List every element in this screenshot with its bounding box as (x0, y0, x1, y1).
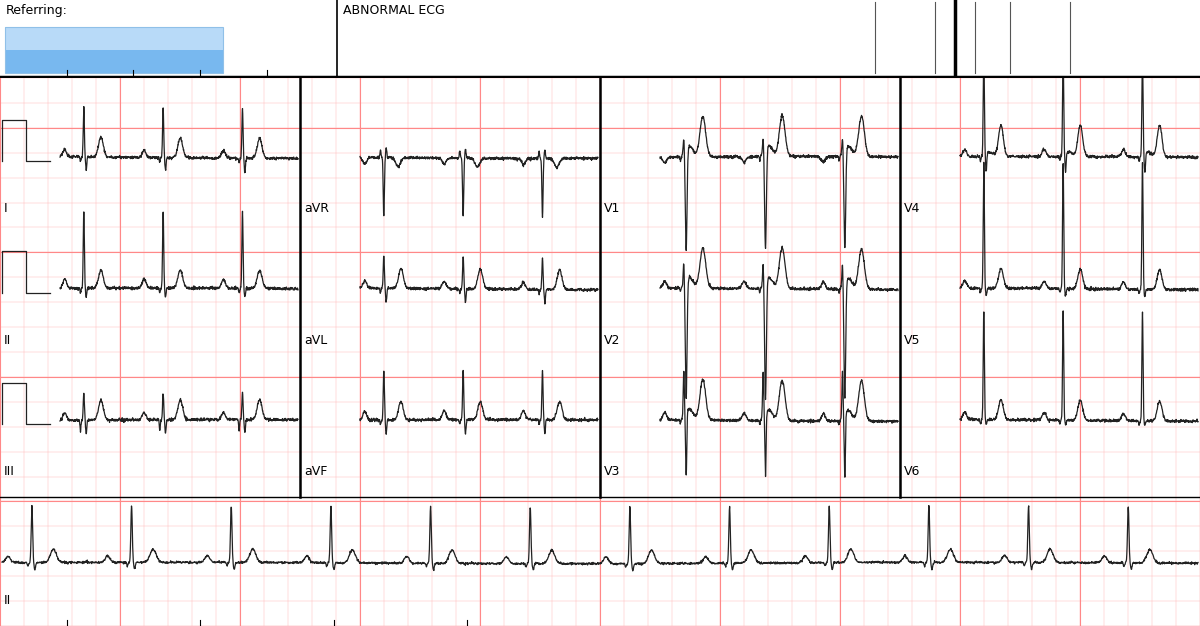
Text: aVR: aVR (304, 202, 329, 215)
Text: III: III (4, 466, 14, 478)
Bar (5, 50, 223, 73)
Text: V5: V5 (904, 334, 920, 347)
Text: ABNORMAL ECG: ABNORMAL ECG (343, 4, 445, 17)
Text: Referring:: Referring: (6, 4, 68, 17)
Text: V3: V3 (604, 466, 620, 478)
Text: II: II (4, 334, 11, 347)
Bar (5, 27, 223, 50)
Text: V6: V6 (904, 466, 920, 478)
Text: V2: V2 (604, 334, 620, 347)
Text: II: II (4, 594, 11, 607)
Text: V4: V4 (904, 202, 920, 215)
Bar (5, 27, 223, 73)
Text: aVF: aVF (304, 466, 328, 478)
Text: I: I (4, 202, 7, 215)
Text: V1: V1 (604, 202, 620, 215)
Text: aVL: aVL (304, 334, 328, 347)
